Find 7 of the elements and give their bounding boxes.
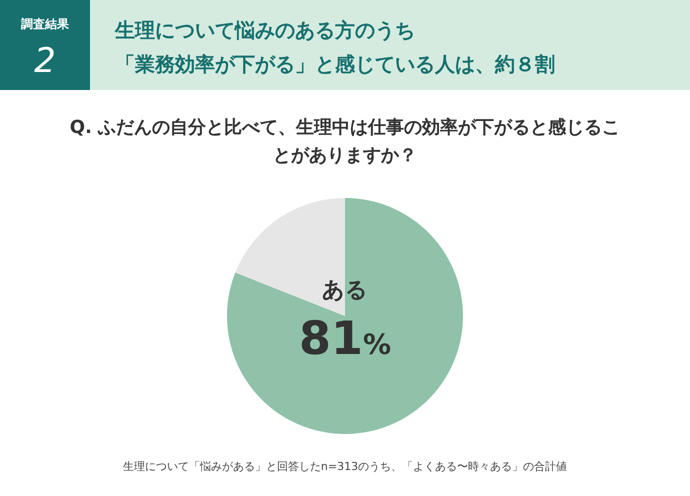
text: 生理について「悩みがある」と回答したn=313のうち、「よくある〜時々ある」の合計値 bbox=[122, 460, 568, 473]
data-label: 81% bbox=[298, 311, 392, 365]
chart-subtitle: Q. ふだんの自分と比べて、生理中は仕事の効率が下がると感じることがありますか？ bbox=[70, 117, 620, 166]
chart-title: 生理について悩みのある方のうち「業務効率が下がる」と感じている人は、約８割 bbox=[114, 18, 555, 76]
text: 2 bbox=[34, 41, 56, 81]
slice-label: ある bbox=[322, 278, 368, 303]
text: 調査結果 bbox=[20, 17, 70, 31]
